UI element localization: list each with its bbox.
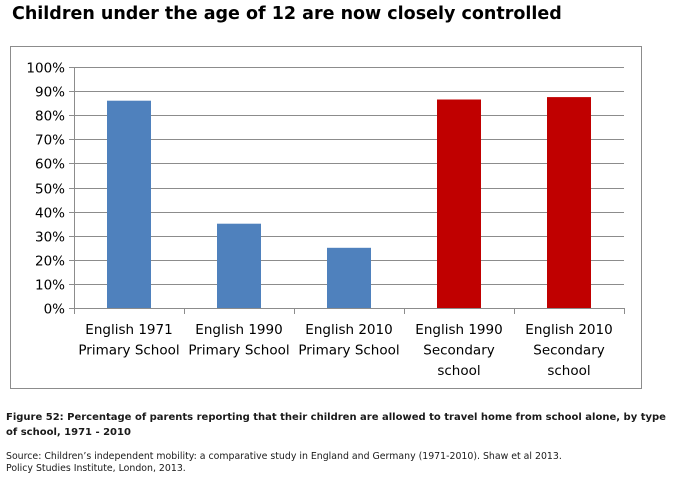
bar <box>547 97 591 308</box>
y-tick-label: 40% <box>35 206 65 222</box>
source-line-1: Source: Children’s independent mobility:… <box>6 451 562 462</box>
y-tick-label: 10% <box>35 278 65 294</box>
x-tick-label: English 2010 Secondary school <box>525 322 612 379</box>
bar <box>217 223 261 308</box>
y-tick-label: 30% <box>35 230 65 246</box>
x-tick-label-line: English 1971 <box>85 322 172 338</box>
source-line-2: Policy Studies Institute, London, 2013. <box>6 463 186 474</box>
source-note: Source: Children’s independent mobility:… <box>6 451 678 475</box>
y-tick-label: 50% <box>35 182 65 198</box>
x-tick-label-line: English 2010 <box>305 322 392 338</box>
y-tick-label: 90% <box>35 85 65 101</box>
y-tick-label: 60% <box>35 157 65 173</box>
y-tick-label: 100% <box>26 61 65 77</box>
x-tick-label: English 1990 Secondary school <box>415 322 502 379</box>
bar <box>107 100 151 308</box>
x-tick-label-line: Primary School <box>188 343 289 359</box>
x-tick-label-line: school <box>437 363 480 379</box>
bar <box>327 247 371 309</box>
x-tick-label: English 2010 Primary School <box>298 322 399 359</box>
x-tick-label-line: school <box>547 363 590 379</box>
y-tick-label: 70% <box>35 133 65 149</box>
chart-frame: 0% 10% 20% 30% 40% 50% 60% 70% 80% 90% 100% English… <box>10 46 642 389</box>
x-tick-label-line: Secondary <box>423 343 495 359</box>
y-tick-label: 80% <box>35 109 65 125</box>
bar <box>437 99 481 308</box>
x-tick-label-line: English 1990 <box>195 322 282 338</box>
bar-chart: 0% 10% 20% 30% 40% 50% 60% 70% 80% 90% 100% English… <box>26 61 625 379</box>
figure-caption: Figure 52: Percentage of parents reporti… <box>6 412 666 438</box>
x-tick-label-line: English 1990 <box>415 322 502 338</box>
y-tick-label: 20% <box>35 254 65 270</box>
x-tick-label-line: Secondary <box>533 343 605 359</box>
y-tick-label: 0% <box>44 302 66 318</box>
page-title: Children under the age of 12 are now clo… <box>12 4 562 24</box>
x-tick-label-line: Primary School <box>78 343 179 359</box>
x-tick-label-line: Primary School <box>298 343 399 359</box>
x-tick-label: English 1990 Primary School <box>188 322 289 359</box>
x-tick-label: English 1971 Primary School <box>78 322 179 359</box>
x-tick-label-line: English 2010 <box>525 322 612 338</box>
